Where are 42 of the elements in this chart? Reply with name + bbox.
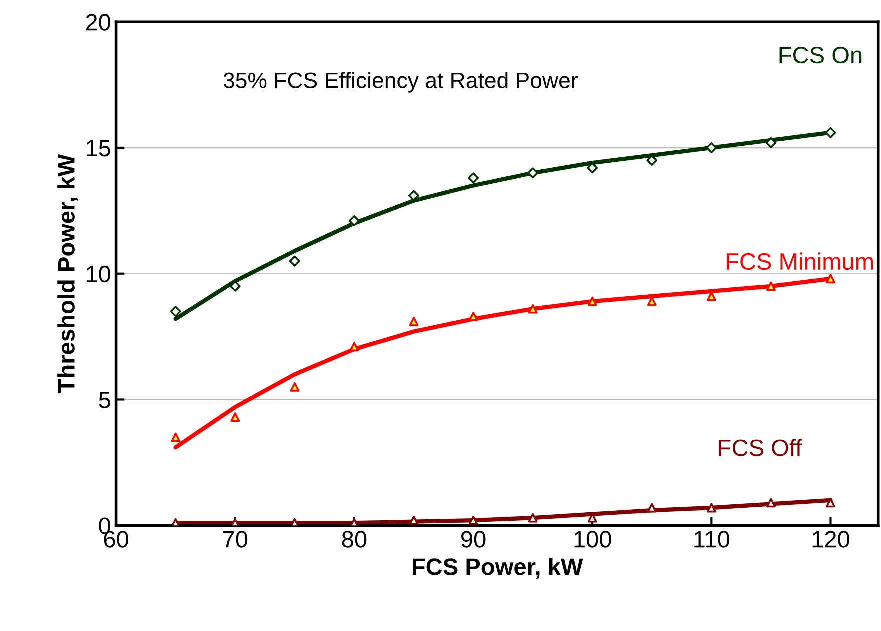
series-label: FCS Minimum [726,252,873,270]
x-tick-label: 120 [812,531,850,548]
x-tick-label: 80 [342,531,367,548]
point [350,342,360,352]
point [706,142,718,154]
x-tick-label: 90 [461,531,486,548]
x-tick-label: 100 [574,531,612,548]
y-axis-title: Threshold Power, kW [58,154,78,393]
series-label: FCS Off [719,439,802,456]
annotation: 35% FCS Efficiency at Rated Power [224,72,578,93]
point [706,503,716,513]
point [826,498,836,508]
point [409,516,419,526]
point [171,432,181,442]
x-tick-label: 70 [223,531,248,548]
point [528,513,538,523]
point [825,127,836,138]
point [766,137,777,148]
y-tick-label: 10 [86,266,111,283]
point [468,516,478,526]
point [706,292,716,302]
point [290,382,300,392]
point [528,168,539,179]
point [826,274,836,284]
point [468,172,480,184]
point [588,296,598,306]
point [348,215,360,226]
point [766,282,776,292]
y-tick-label: 20 [86,14,111,31]
text: FCS On [780,46,862,64]
point [468,312,478,322]
x-axis-title: FCS Power, kW [412,558,584,579]
y-tick-label: 15 [86,140,110,157]
point [528,304,538,314]
point [409,316,419,326]
point [230,412,240,422]
point [170,306,182,318]
y-tick-label: 5 [99,392,110,409]
point [289,256,300,267]
point [647,503,657,513]
point [766,498,776,508]
x-tick-label: 110 [694,531,730,548]
